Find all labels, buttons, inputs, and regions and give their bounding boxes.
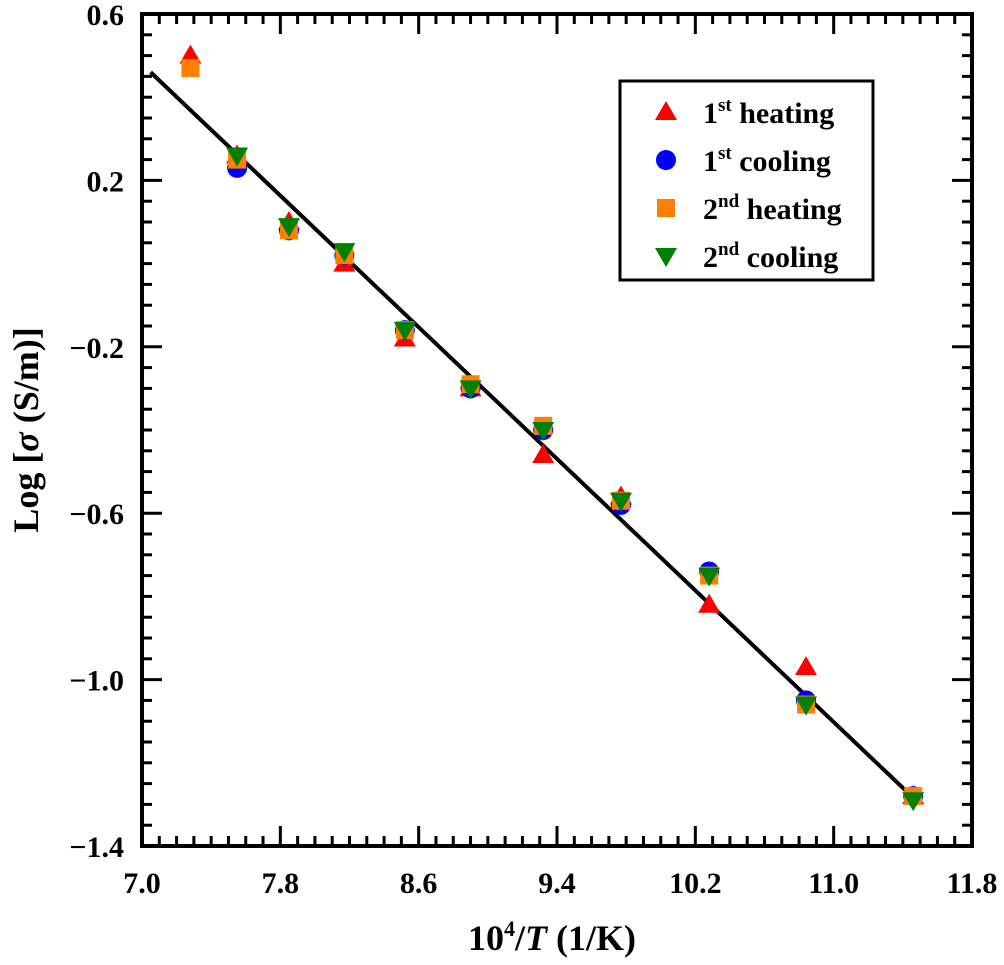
x-tick-label: 10.2 (669, 867, 722, 900)
y-tick-labels: 0.6 0.2 −0.2 −0.6 −1.0 −1.4 (69, 0, 124, 864)
data-points (179, 44, 925, 812)
legend-item: 2nd cooling (655, 239, 838, 274)
data-point (333, 243, 356, 263)
legend-label: 1st heating (703, 95, 834, 130)
x-tick-label: 8.6 (400, 867, 438, 900)
x-tick-label: 11.8 (947, 867, 998, 900)
legend-item: 1st cooling (656, 143, 831, 178)
x-tick-labels: 7.0 7.8 8.6 9.4 10.2 11.0 11.8 (123, 867, 997, 900)
data-point (698, 593, 721, 613)
x-tick-label: 9.4 (538, 867, 576, 900)
x-tick-label: 7.8 (262, 867, 300, 900)
data-point (277, 218, 300, 238)
data-point (181, 59, 200, 78)
series-2nd-cooling (226, 147, 925, 812)
data-point (902, 792, 925, 812)
x-tick-label: 11.0 (808, 867, 859, 900)
x-tick-label: 7.0 (123, 867, 161, 900)
data-point (226, 147, 249, 167)
legend-label: 1st cooling (703, 143, 831, 178)
data-point (698, 567, 721, 587)
legend-marker-triangle-down (655, 248, 677, 267)
data-point (609, 492, 632, 512)
data-point (795, 656, 817, 676)
legend-marker-circle (656, 150, 676, 170)
legend-label: 2nd heating (703, 191, 842, 226)
y-axis-label: Log [σ (S/m)] (6, 327, 46, 532)
fit-line-group (149, 70, 913, 798)
legend-item: 1st heating (655, 95, 834, 130)
legend-marker-square (657, 199, 675, 217)
y-tick-label: −1.0 (69, 665, 124, 698)
data-point (532, 443, 555, 463)
fit-line (149, 70, 913, 798)
data-point (459, 380, 482, 400)
legend-item: 2nd heating (657, 191, 842, 226)
x-axis-label: 104/T (1/K) (468, 916, 636, 958)
y-tick-label: 0.6 (87, 0, 125, 32)
axis-ticks (140, 12, 974, 848)
y-tick-label: −0.6 (69, 498, 124, 531)
y-tick-label: −1.4 (69, 831, 124, 864)
legend: 1st heating 1st cooling 2nd heating 2nd coo… (618, 79, 875, 282)
data-point (795, 696, 817, 716)
y-tick-label: −0.2 (69, 332, 124, 365)
data-point (393, 322, 416, 342)
legend-marker-triangle-up (655, 101, 677, 120)
legend-label: 2nd cooling (703, 239, 838, 274)
data-point (532, 422, 555, 441)
data-point (179, 44, 202, 64)
y-tick-label: 0.2 (87, 165, 125, 198)
